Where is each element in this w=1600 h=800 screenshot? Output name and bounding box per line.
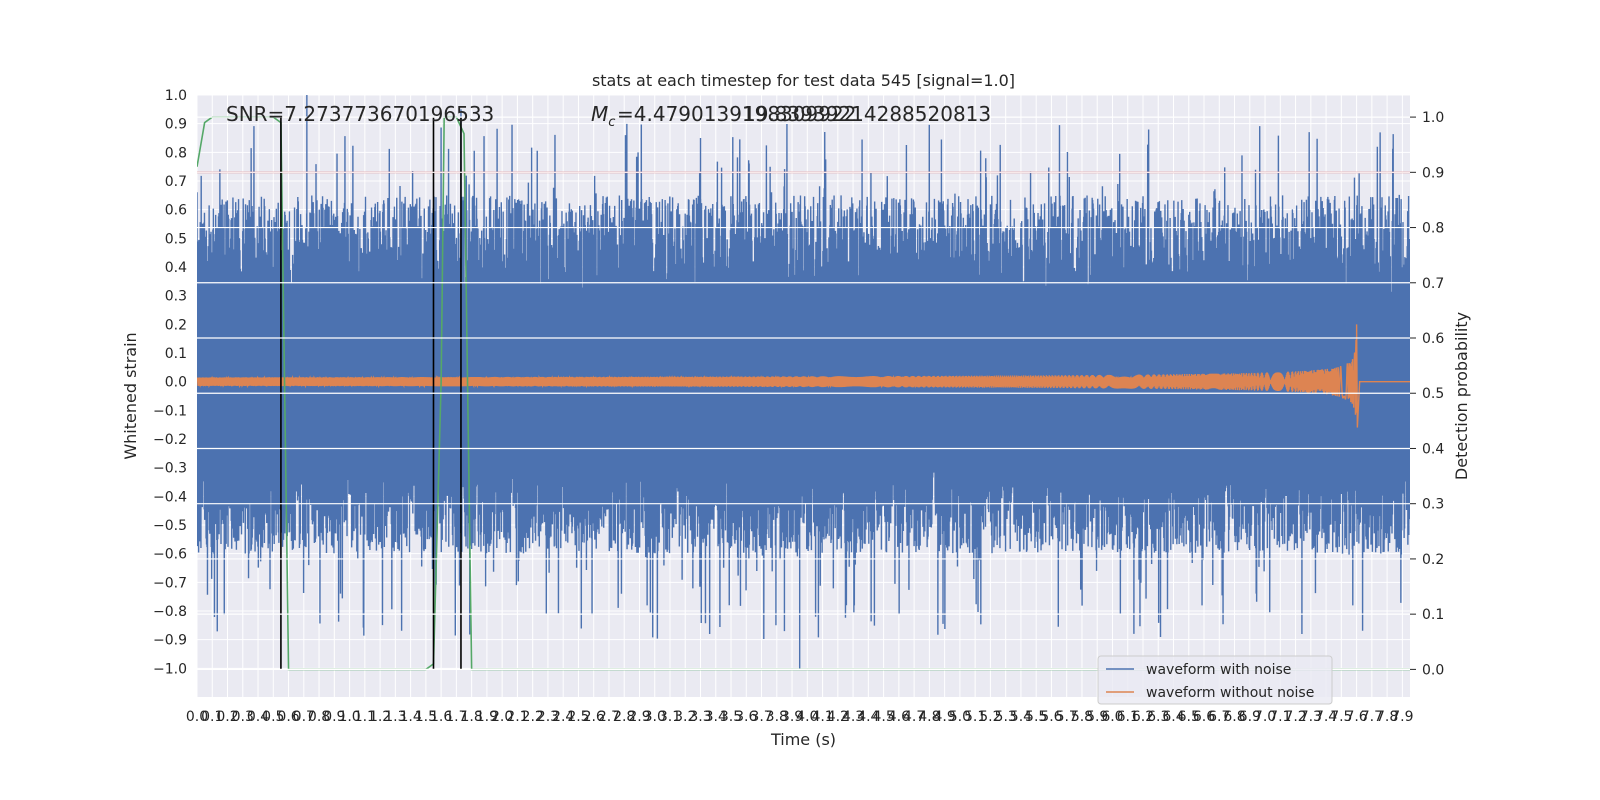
y-axis-label: Whitened strain xyxy=(121,332,140,459)
legend: waveform with noise waveform without noi… xyxy=(1098,656,1332,704)
y-tick-label: 0.7 xyxy=(165,174,187,190)
y-tick-label: −0.8 xyxy=(153,604,187,620)
y-tick-label: 0.1 xyxy=(165,346,187,362)
y-tick-label: 1.0 xyxy=(165,88,187,104)
y-tick-label: 0.4 xyxy=(165,260,187,276)
x-axis-label: Time (s) xyxy=(770,730,836,749)
y2-tick-label: 0.8 xyxy=(1422,221,1444,237)
y2-tick-label: 0.1 xyxy=(1422,607,1444,623)
y2-axis-label: Detection probability xyxy=(1452,312,1471,480)
y-tick-label: −0.1 xyxy=(153,403,187,419)
y-tick-label: 0.3 xyxy=(165,289,187,305)
y-tick-label: 0.5 xyxy=(165,231,187,247)
y2-tick-label: 0.4 xyxy=(1422,441,1444,457)
y-tick-label: 0.9 xyxy=(165,117,187,133)
chart: 0.00.10.20.30.40.50.60.70.80.91.01.11.21… xyxy=(0,0,1600,800)
chart-title: stats at each timestep for test data 545… xyxy=(592,71,1015,90)
y-tick-label: −1.0 xyxy=(153,661,187,677)
y-tick-label: −0.4 xyxy=(153,489,187,505)
annotation-snr: SNR=7.273773670196533 xyxy=(226,102,494,126)
legend-label-clean: waveform without noise xyxy=(1146,685,1314,701)
y2-axis-ticks: 1.0 0.9 0.8 0.7 0.6 0.5 0.4 0.3 0.2 0.1 0.0 xyxy=(1410,110,1444,678)
y-axis-ticks: 1.0 0.9 0.8 0.7 0.6 0.5 0.4 0.3 0.2 0.1 0.0 −0.1 −0.… xyxy=(153,88,187,677)
y-tick-label: 0.6 xyxy=(165,203,187,219)
annotation-mc-overlap: 19.83939214288520813 xyxy=(743,102,991,126)
y-tick-label: −0.9 xyxy=(153,633,187,649)
x-tick-label: 7.9 xyxy=(1391,709,1413,725)
y-tick-label: −0.6 xyxy=(153,547,187,563)
y2-tick-label: 0.7 xyxy=(1422,276,1444,292)
y2-tick-label: 0.0 xyxy=(1422,662,1444,678)
y2-tick-label: 1.0 xyxy=(1422,110,1444,126)
y-tick-label: 0.2 xyxy=(165,317,187,333)
y-tick-label: 0.0 xyxy=(165,375,187,391)
y-tick-label: −0.5 xyxy=(153,518,187,534)
y2-tick-label: 0.2 xyxy=(1422,552,1444,568)
y-tick-label: −0.7 xyxy=(153,575,187,591)
y2-tick-label: 0.5 xyxy=(1422,386,1444,402)
y2-tick-label: 0.6 xyxy=(1422,331,1444,347)
y2-tick-label: 0.3 xyxy=(1422,497,1444,513)
y-tick-label: 0.8 xyxy=(165,145,187,161)
legend-label-noise: waveform with noise xyxy=(1146,662,1291,678)
x-axis-ticks: 0.00.10.20.30.40.50.60.70.80.91.01.11.21… xyxy=(186,709,1414,725)
y-tick-label: −0.3 xyxy=(153,461,187,477)
y-tick-label: −0.2 xyxy=(153,432,187,448)
y2-tick-label: 0.9 xyxy=(1422,165,1444,181)
